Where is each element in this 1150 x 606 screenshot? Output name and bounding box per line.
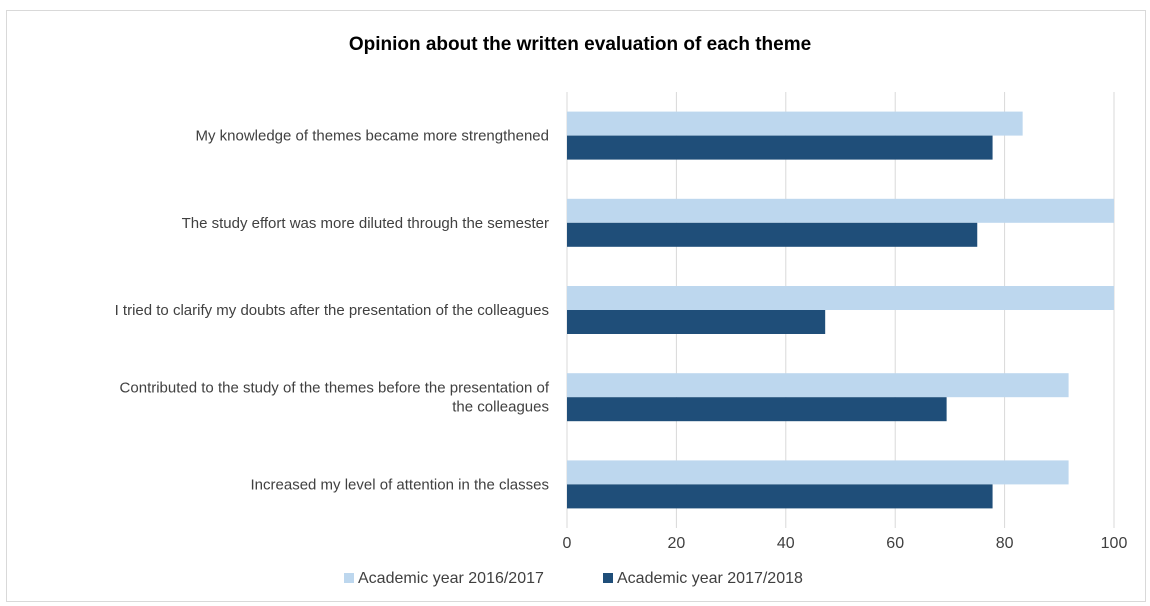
legend: Academic year 2016/2017 Academic year 201… [344, 570, 803, 587]
legend-swatch-1 [344, 573, 354, 583]
legend-label-1: Academic year 2016/2017 [358, 570, 544, 587]
x-axis-ticks: 0 20 40 60 80 100 [563, 535, 1128, 552]
bar-2-1 [567, 135, 993, 160]
bar-1-2 [567, 198, 1114, 223]
bar-1-1 [567, 111, 1023, 136]
category-labels: My knowledge of themes became more stren… [115, 128, 550, 494]
bar-2-3 [567, 310, 826, 334]
x-tick-label-0: 0 [563, 535, 572, 552]
bar-2-2 [567, 222, 978, 247]
chart-title: Opinion about the written evaluation of … [349, 34, 811, 55]
x-tick-label-5: 100 [1101, 535, 1128, 552]
x-tick-label-2: 40 [777, 535, 795, 552]
x-tick-label-1: 20 [668, 535, 686, 552]
legend-swatch-2 [603, 573, 613, 583]
bar-1-4 [567, 373, 1069, 398]
category-label-5: Increased my level of attention in the c… [251, 476, 550, 493]
category-label-4-1: Contributed to the study of the themes b… [120, 380, 550, 397]
category-label-1: My knowledge of themes became more stren… [195, 128, 549, 145]
legend-label-2: Academic year 2017/2018 [617, 570, 803, 587]
bar-1-5 [567, 460, 1069, 485]
bars [567, 111, 1114, 509]
category-label-4-2: the colleagues [452, 399, 549, 416]
bar-2-5 [567, 484, 993, 509]
bar-2-4 [567, 397, 947, 422]
x-tick-label-3: 60 [886, 535, 904, 552]
category-label-3: I tried to clarify my doubts after the p… [115, 302, 549, 319]
category-label-2: The study effort was more diluted throug… [182, 215, 549, 232]
x-tick-label-4: 80 [996, 535, 1014, 552]
bar-1-3 [567, 286, 1114, 310]
